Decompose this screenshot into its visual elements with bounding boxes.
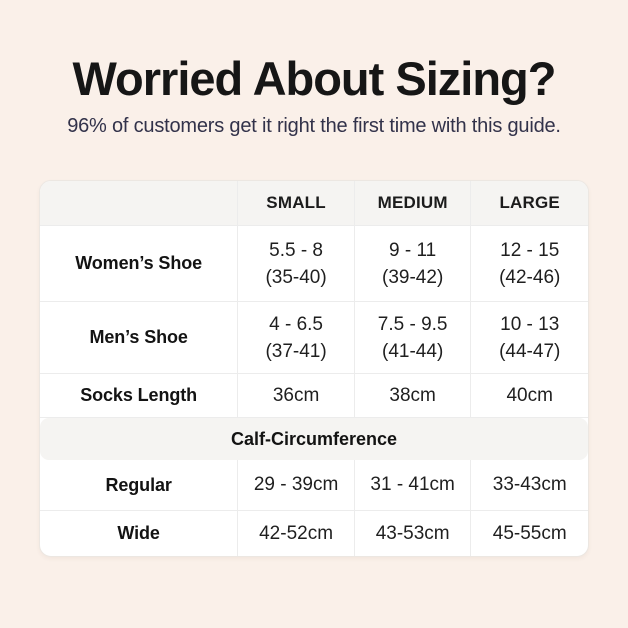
table-row-regular: Regular 29 - 39cm 31 - 41cm 33-43cm bbox=[40, 460, 588, 511]
regular-medium-cell: 31 - 41cm bbox=[353, 460, 471, 511]
column-header-large: LARGE bbox=[470, 181, 588, 226]
socks-length-medium-cell: 38cm bbox=[353, 374, 471, 418]
calf-circumference-band: Calf-Circumference bbox=[40, 418, 588, 461]
mens-shoe-medium-cell: 7.5 - 9.5 (41-44) bbox=[353, 302, 471, 374]
row-label-socks-length: Socks Length bbox=[80, 385, 198, 406]
regular-large-cell: 33-43cm bbox=[470, 460, 588, 511]
mens-shoe-large-cell: 10 - 13 (44-47) bbox=[470, 302, 588, 374]
size-eu-value: (37-41) bbox=[265, 340, 327, 362]
size-value: 7.5 - 9.5 bbox=[377, 313, 448, 335]
row-label-mens-shoe: Men’s Shoe bbox=[89, 327, 188, 348]
womens-shoe-medium-cell: 9 - 11 (39-42) bbox=[353, 226, 471, 302]
table-row-socks-length: Socks Length 36cm 38cm 40cm bbox=[40, 373, 588, 419]
size-eu-value: (39-42) bbox=[382, 266, 444, 288]
table-row-wide: Wide 42-52cm 43-53cm 45-55cm bbox=[40, 510, 588, 557]
wide-medium-cell: 43-53cm bbox=[353, 511, 471, 557]
socks-length-small-cell: 36cm bbox=[237, 374, 354, 418]
row-label-regular: Regular bbox=[105, 474, 172, 495]
womens-shoe-small-cell: 5.5 - 8 (35-40) bbox=[237, 226, 354, 302]
size-value: 4 - 6.5 bbox=[269, 313, 323, 335]
size-value: 9 - 11 bbox=[389, 239, 437, 261]
table-row-mens-shoe: Men’s Shoe 4 - 6.5 (37-41) 7.5 - 9.5 (41… bbox=[40, 301, 588, 374]
wide-small-cell: 42-52cm bbox=[237, 511, 354, 557]
table-row-womens-shoe: Women’s Shoe 5.5 - 8 (35-40) 9 - 11 (39-… bbox=[40, 226, 588, 302]
page-subtitle: 96% of customers get it right the first … bbox=[67, 115, 561, 138]
column-header-medium: MEDIUM bbox=[353, 181, 471, 226]
socks-length-large-cell: 40cm bbox=[470, 374, 588, 418]
column-header-small: SMALL bbox=[237, 181, 354, 226]
sizing-table: SMALL MEDIUM LARGE Women’s Shoe 5.5 - 8 … bbox=[39, 180, 589, 558]
size-eu-value: (44-47) bbox=[499, 340, 561, 362]
regular-small-cell: 29 - 39cm bbox=[237, 460, 354, 511]
size-eu-value: (41-44) bbox=[382, 340, 444, 362]
size-eu-value: (35-40) bbox=[265, 266, 327, 288]
mens-shoe-small-cell: 4 - 6.5 (37-41) bbox=[237, 302, 354, 374]
row-label-womens-shoe: Women’s Shoe bbox=[75, 253, 203, 274]
size-value: 5.5 - 8 bbox=[269, 239, 323, 261]
header-spacer-cell bbox=[40, 181, 237, 225]
wide-large-cell: 45-55cm bbox=[470, 511, 588, 557]
calf-section-title: Calf-Circumference bbox=[230, 428, 398, 449]
size-value: 12 - 15 bbox=[500, 239, 560, 261]
womens-shoe-large-cell: 12 - 15 (42-46) bbox=[470, 226, 588, 302]
page-title: Worried About Sizing? bbox=[72, 52, 557, 105]
size-value: 10 - 13 bbox=[500, 313, 560, 335]
size-eu-value: (42-46) bbox=[499, 266, 561, 288]
row-label-wide: Wide bbox=[117, 523, 160, 544]
table-header-row: SMALL MEDIUM LARGE bbox=[40, 181, 588, 227]
